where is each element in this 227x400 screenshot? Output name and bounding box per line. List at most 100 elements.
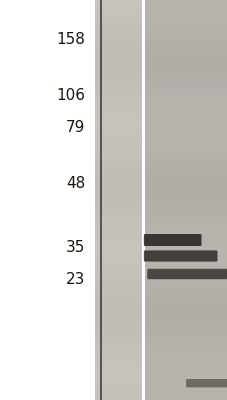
Bar <box>94 355 142 360</box>
Bar <box>94 200 142 205</box>
Bar <box>144 295 226 300</box>
Bar <box>94 15 142 20</box>
Bar <box>144 160 226 165</box>
Bar <box>144 265 226 270</box>
Text: 158: 158 <box>56 32 85 48</box>
Bar <box>94 270 142 275</box>
Bar <box>144 40 226 45</box>
Bar <box>144 390 226 395</box>
Bar <box>94 5 142 10</box>
Bar <box>144 220 226 225</box>
Bar <box>94 0 142 5</box>
Bar <box>144 375 226 380</box>
Bar <box>94 205 142 210</box>
Bar <box>94 250 142 255</box>
Bar <box>94 20 142 25</box>
Bar <box>94 30 142 35</box>
Bar <box>144 0 226 400</box>
Bar <box>94 180 142 185</box>
Bar <box>144 350 226 355</box>
Text: 79: 79 <box>66 120 85 136</box>
Bar <box>94 265 142 270</box>
Bar <box>144 225 226 230</box>
Bar <box>144 125 226 130</box>
Bar <box>94 380 142 385</box>
Bar <box>144 250 226 255</box>
Bar <box>144 210 226 215</box>
Bar <box>94 370 142 375</box>
Bar <box>144 135 226 140</box>
Bar <box>94 110 142 115</box>
FancyBboxPatch shape <box>143 234 201 246</box>
Bar <box>94 190 142 195</box>
Bar <box>144 385 226 390</box>
Bar <box>94 320 142 325</box>
Bar <box>144 260 226 265</box>
Bar <box>94 335 142 340</box>
Bar <box>144 270 226 275</box>
Bar <box>144 65 226 70</box>
Bar <box>144 0 226 5</box>
Bar <box>94 125 142 130</box>
Bar <box>94 225 142 230</box>
Bar <box>94 260 142 265</box>
Bar <box>94 130 142 135</box>
Bar <box>144 320 226 325</box>
Bar <box>144 275 226 280</box>
Bar <box>94 80 142 85</box>
Bar <box>94 165 142 170</box>
Bar <box>94 215 142 220</box>
Bar <box>144 170 226 175</box>
Bar <box>94 175 142 180</box>
Bar <box>94 220 142 225</box>
Bar <box>94 100 142 105</box>
Bar <box>94 290 142 295</box>
FancyBboxPatch shape <box>143 250 217 262</box>
Bar <box>94 40 142 45</box>
Bar <box>144 175 226 180</box>
Bar <box>94 55 142 60</box>
Bar <box>144 35 226 40</box>
Bar <box>144 240 226 245</box>
Bar <box>144 335 226 340</box>
Bar <box>94 90 142 95</box>
Bar <box>0 0 94 400</box>
Text: 48: 48 <box>66 176 85 192</box>
Text: 23: 23 <box>66 272 85 288</box>
Bar <box>94 105 142 110</box>
Bar <box>94 365 142 370</box>
Bar <box>144 60 226 65</box>
Bar <box>94 65 142 70</box>
Bar <box>144 85 226 90</box>
Bar <box>144 155 226 160</box>
Bar <box>94 85 142 90</box>
Bar <box>144 30 226 35</box>
Bar <box>144 190 226 195</box>
Bar <box>94 155 142 160</box>
Bar <box>94 255 142 260</box>
Bar <box>144 80 226 85</box>
Bar <box>94 135 142 140</box>
Bar <box>144 370 226 375</box>
Bar <box>94 300 142 305</box>
Bar <box>144 5 226 10</box>
Bar <box>94 10 142 15</box>
Bar <box>144 330 226 335</box>
Bar <box>144 205 226 210</box>
Bar <box>144 140 226 145</box>
Bar <box>94 235 142 240</box>
Bar <box>144 20 226 25</box>
Bar <box>144 355 226 360</box>
Bar <box>144 55 226 60</box>
Bar <box>94 345 142 350</box>
Bar <box>94 35 142 40</box>
Bar <box>94 195 142 200</box>
Bar <box>94 305 142 310</box>
Bar <box>144 395 226 400</box>
Bar <box>144 310 226 315</box>
Bar <box>144 45 226 50</box>
Bar <box>94 275 142 280</box>
Bar <box>144 180 226 185</box>
Bar <box>94 330 142 335</box>
Bar <box>144 195 226 200</box>
